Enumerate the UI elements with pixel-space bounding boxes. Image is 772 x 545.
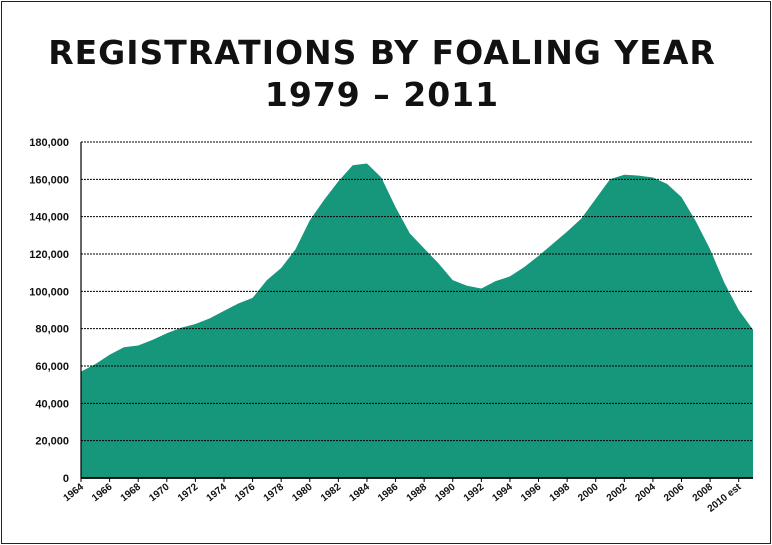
x-tick-label: 1986 — [376, 481, 401, 504]
x-tick-label: 2000 — [576, 481, 601, 504]
x-tick-label: 1984 — [347, 481, 372, 504]
x-tick-label: 1966 — [90, 481, 115, 504]
x-tick-label: 1980 — [290, 481, 315, 504]
x-tick-label: 1990 — [433, 481, 458, 504]
x-tick-label: 1976 — [233, 481, 258, 504]
x-tick-label: 1974 — [205, 481, 230, 504]
chart-title: REGISTRATIONS BY FOALING YEAR 1979 – 201… — [48, 33, 716, 114]
x-tick-label: 1998 — [548, 481, 573, 504]
x-tick-label: 1994 — [490, 481, 515, 504]
y-tick-label: 60,000 — [35, 361, 69, 373]
y-tick-label: 140,000 — [29, 212, 69, 224]
y-tick-label: 80,000 — [35, 324, 69, 336]
y-tick-label: 100,000 — [29, 286, 69, 298]
y-tick-label: 180,000 — [29, 137, 69, 149]
x-tick-label: 1978 — [262, 481, 287, 504]
x-tick-label: 1982 — [319, 481, 344, 504]
x-tick-label: 2004 — [633, 481, 658, 504]
x-tick-label: 2006 — [662, 481, 687, 504]
x-tick-label: 1970 — [147, 481, 172, 504]
y-tick-label: 0 — [63, 473, 69, 485]
x-tick-label: 2002 — [605, 481, 630, 504]
y-tick-label: 20,000 — [35, 436, 69, 448]
y-tick-label: 40,000 — [35, 398, 69, 410]
x-tick-label: 1996 — [519, 481, 544, 504]
x-tick-label: 1972 — [176, 481, 201, 504]
y-tick-label: 160,000 — [29, 174, 69, 186]
x-tick-label: 1968 — [119, 481, 144, 504]
area-series — [81, 163, 753, 478]
y-tick-label: 120,000 — [29, 249, 69, 261]
x-tick-label: 1988 — [405, 481, 430, 504]
x-tick-label: 1992 — [462, 481, 487, 504]
